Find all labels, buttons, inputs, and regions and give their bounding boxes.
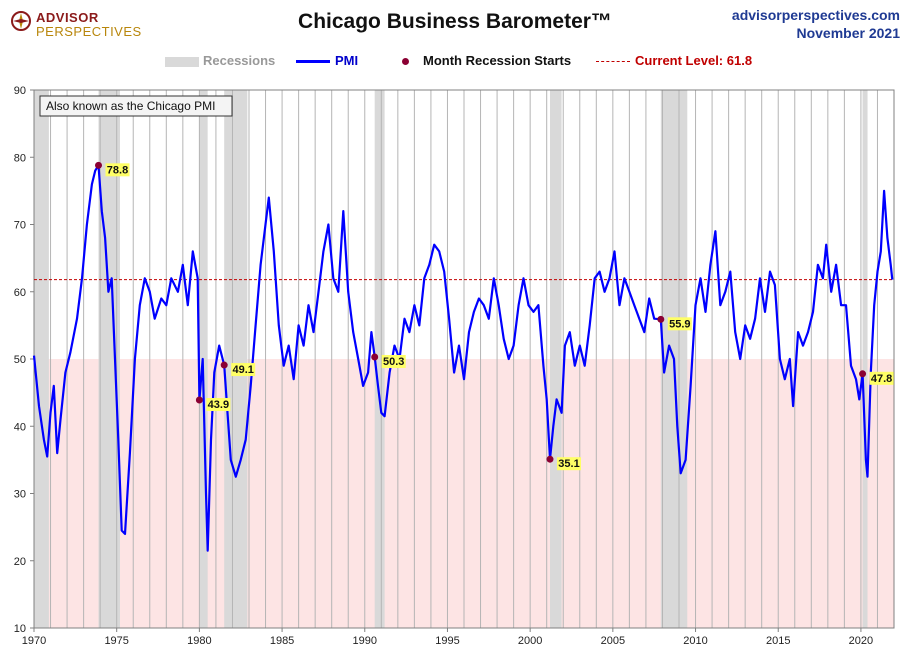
- x-tick-label: 1980: [187, 635, 211, 647]
- recession-start-marker: [371, 353, 379, 361]
- pmi-series: [32, 164, 894, 552]
- pmi-line: [32, 164, 894, 552]
- legend-current-level: Current Level: 61.8: [596, 53, 752, 68]
- marker-label: 55.9: [669, 318, 690, 330]
- marker-label: 47.8: [871, 373, 892, 385]
- legend-marker-dot: [402, 58, 409, 66]
- x-tick-label: 1985: [270, 635, 294, 647]
- recession-band: [34, 90, 49, 628]
- logo-text-line2: PERSPECTIVES: [36, 24, 142, 39]
- recession-start-markers: 78.8 43.9 49.1 50.3 35.1 55.9 47.8: [95, 161, 894, 471]
- x-tick-label: 1970: [22, 635, 46, 647]
- y-tick-label: 60: [14, 287, 26, 299]
- recession-start-marker: [95, 161, 102, 169]
- marker-label: 50.3: [383, 356, 404, 368]
- legend-current-swatch: [596, 61, 630, 63]
- legend: Recessions PMI Month Recession Starts Cu…: [0, 53, 910, 71]
- x-tick-label: 1990: [353, 635, 377, 647]
- marker-label: 43.9: [208, 399, 229, 411]
- y-tick-label: 70: [14, 220, 26, 232]
- recession-start-marker: [657, 315, 665, 323]
- legend-recession-start-label: Month Recession Starts: [423, 53, 572, 68]
- annotation-box-bg: [39, 95, 233, 117]
- x-tick-label: 2010: [683, 635, 707, 647]
- legend-pmi-label: PMI: [335, 53, 359, 68]
- year-gridlines: [50, 90, 878, 628]
- legend-current-label: Current Level: 61.8: [635, 53, 753, 68]
- marker-label-bg: [381, 354, 406, 368]
- legend-pmi-swatch: [296, 60, 330, 64]
- x-tick-label: 2020: [849, 635, 873, 647]
- x-tick-label: 2005: [601, 635, 625, 647]
- x-tick-label: 2000: [518, 635, 542, 647]
- marker-label-bg: [667, 317, 692, 331]
- site-url: advisorperspectives.com: [731, 7, 900, 23]
- y-tick-label: 80: [14, 152, 26, 164]
- y-tick-label: 10: [14, 623, 26, 635]
- legend-recession-start: Month Recession Starts: [402, 53, 571, 68]
- recession-band: [374, 90, 385, 628]
- y-tick-label: 30: [14, 489, 26, 501]
- y-tick-label: 20: [14, 556, 26, 568]
- y-tick-label: 90: [14, 85, 26, 97]
- annotation-box-text: Also known as the Chicago PMI: [46, 99, 215, 113]
- marker-label: 49.1: [232, 364, 253, 376]
- marker-label-bg: [231, 363, 256, 377]
- legend-recessions-label: Recessions: [203, 53, 276, 68]
- annotation-box: Also known as the Chicago PMI: [39, 95, 233, 117]
- x-tick-label: 1975: [104, 635, 128, 647]
- marker-label-bg: [869, 371, 894, 385]
- x-tick-label: 1995: [435, 635, 459, 647]
- compass-logo-icon: [11, 11, 31, 31]
- marker-label-bg: [105, 163, 130, 177]
- axes: 10 20 30 40 50 60 70 80 90 1970 1975 1980 1985 1990 19…: [14, 85, 895, 647]
- header: ADVISOR PERSPECTIVES Chicago Business Ba…: [0, 0, 910, 88]
- recession-band: [550, 90, 562, 628]
- y-tick-label: 50: [14, 354, 26, 366]
- recession-start-marker: [220, 361, 228, 369]
- legend-pmi: PMI: [296, 53, 358, 68]
- marker-label-bg: [206, 398, 231, 412]
- chart-date: November 2021: [796, 25, 900, 41]
- recession-start-marker: [195, 396, 203, 404]
- marker-label-bg: [557, 457, 581, 471]
- marker-label: 35.1: [558, 458, 579, 470]
- recession-start-marker: [859, 370, 867, 378]
- chart-title: Chicago Business Barometer™: [298, 10, 612, 33]
- legend-recession-swatch: [165, 56, 199, 67]
- y-tick-label: 40: [14, 421, 26, 433]
- legend-recessions: Recessions: [165, 53, 275, 68]
- x-tick-label: 2015: [766, 635, 790, 647]
- logo-text-line1: ADVISOR: [36, 10, 99, 25]
- recession-band: [224, 90, 248, 628]
- recession-band: [862, 90, 868, 628]
- recession-start-marker: [546, 455, 554, 463]
- marker-label: 78.8: [107, 164, 128, 176]
